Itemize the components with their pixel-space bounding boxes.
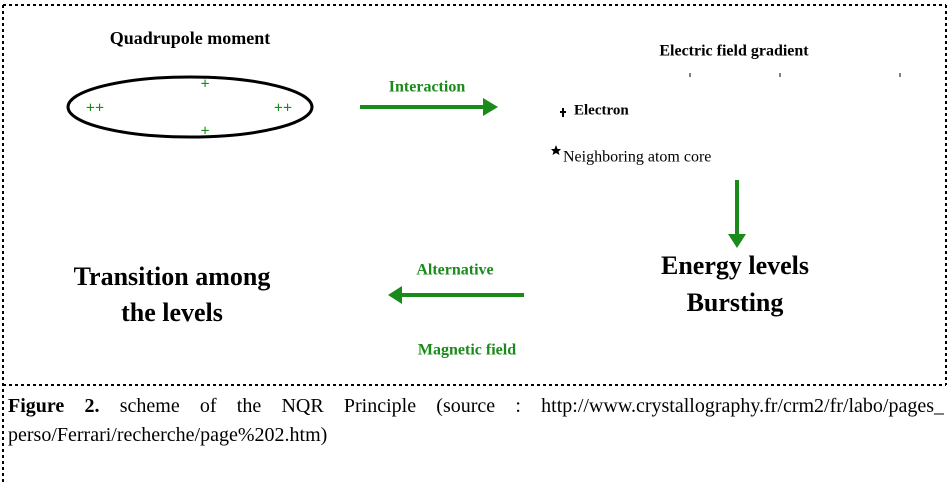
arrow-head [483, 98, 498, 116]
charge: ++ [274, 100, 292, 117]
charge: + [200, 123, 209, 140]
core-symbol [551, 145, 561, 155]
electron-label: Electron [574, 102, 629, 118]
gradient-title: Electric field gradient [659, 43, 809, 60]
magnetic-label: Magnetic field [418, 342, 516, 359]
arrow-head [728, 234, 746, 248]
transition-label: Transition among [74, 262, 271, 291]
caption: Figure 2. scheme of the NQR Principle (s… [8, 392, 944, 482]
quadrupole-title: Quadrupole moment [110, 28, 271, 48]
nucleus-ellipse [66, 75, 314, 139]
energy-label: Bursting [687, 288, 784, 317]
caption-label: Figure 2. [8, 395, 100, 417]
alternative-label: Alternative [416, 262, 493, 279]
energy-label: Energy levels [661, 251, 809, 280]
charge: ++ [86, 100, 104, 117]
charge: + [200, 76, 209, 93]
caption-text: scheme of the NQR Principle (source : ht… [8, 395, 944, 446]
transition-label: the levels [121, 298, 223, 327]
core-label: Neighboring atom core [563, 149, 711, 166]
electron-symbol [560, 108, 566, 117]
interaction-label: Interaction [389, 79, 466, 96]
dashed-frame [2, 4, 947, 482]
arrow-head [388, 286, 402, 304]
